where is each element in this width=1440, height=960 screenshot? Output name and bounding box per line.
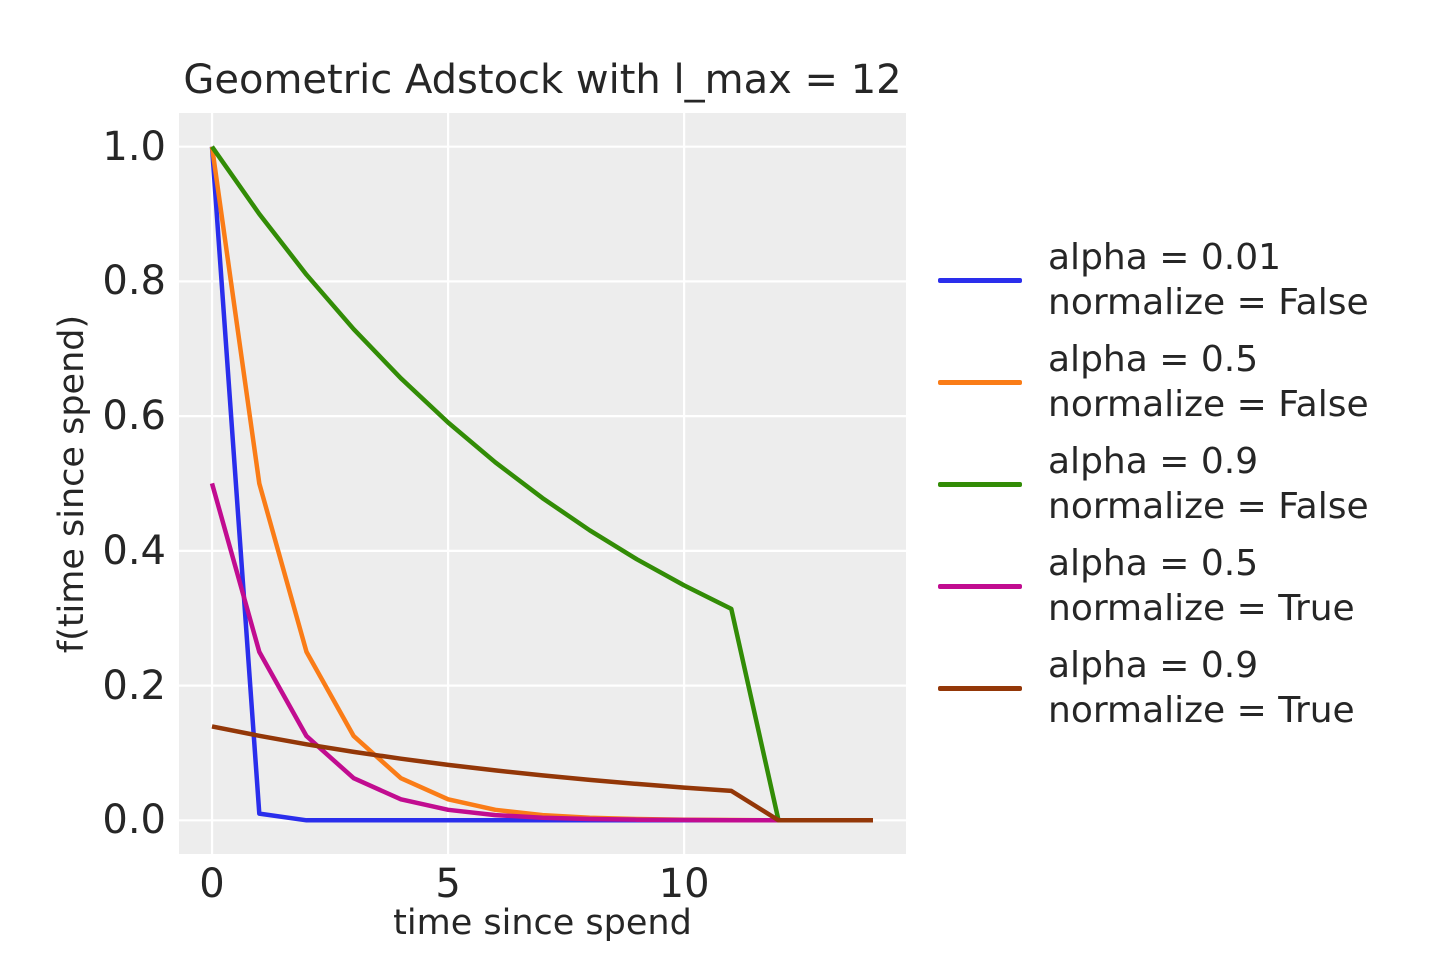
legend-entry-1: alpha = 0.5 normalize = False xyxy=(938,337,1369,427)
legend-line-swatch-4 xyxy=(938,685,1022,691)
legend-label-3-line-1: normalize = True xyxy=(1048,588,1355,629)
legend-entry-0: alpha = 0.01 normalize = False xyxy=(938,235,1369,325)
legend-label-0-line-0: alpha = 0.01 xyxy=(1048,237,1281,278)
legend-label-2-line-1: normalize = False xyxy=(1048,486,1369,527)
y-tick-label-1: 0.2 xyxy=(102,662,166,709)
legend-label-4-line-1: normalize = True xyxy=(1048,690,1355,731)
legend: alpha = 0.01 normalize = False alpha = 0.5… xyxy=(938,235,1369,745)
y-axis-label: f(time since spend) xyxy=(52,314,92,654)
legend-entry-4: alpha = 0.9 normalize = True xyxy=(938,643,1369,733)
legend-label-2-line-0: alpha = 0.9 xyxy=(1048,441,1259,482)
y-tick-label-5: 1.0 xyxy=(102,123,166,170)
legend-line-swatch-1 xyxy=(938,379,1022,385)
legend-label-1-line-1: normalize = False xyxy=(1048,384,1369,425)
legend-label-3: alpha = 0.5 normalize = True xyxy=(1048,541,1355,631)
series-line-3 xyxy=(209,482,873,823)
x-tick-label-1: 5 xyxy=(435,861,461,907)
legend-line-swatch-0 xyxy=(938,277,1022,283)
x-tick-label-2: 10 xyxy=(658,861,710,907)
legend-label-2: alpha = 0.9 normalize = False xyxy=(1048,439,1369,529)
series-line-4 xyxy=(211,724,873,823)
plot-panel-background xyxy=(179,113,906,854)
legend-label-1: alpha = 0.5 normalize = False xyxy=(1048,337,1369,427)
legend-label-1-line-0: alpha = 0.5 xyxy=(1048,339,1259,380)
chart-title: Geometric Adstock with l_max = 12 xyxy=(183,57,902,103)
legend-line-swatch-2 xyxy=(938,481,1022,487)
legend-entry-3: alpha = 0.5 normalize = True xyxy=(938,541,1369,631)
legend-entry-2: alpha = 0.9 normalize = False xyxy=(938,439,1369,529)
legend-label-0-line-1: normalize = False xyxy=(1048,282,1369,323)
y-tick-label-4: 0.8 xyxy=(102,258,166,305)
legend-label-3-line-0: alpha = 0.5 xyxy=(1048,543,1259,584)
legend-line-swatch-3 xyxy=(938,583,1022,589)
legend-label-4: alpha = 0.9 normalize = True xyxy=(1048,643,1355,733)
y-tick-label-3: 0.6 xyxy=(102,393,166,440)
legend-label-4-line-0: alpha = 0.9 xyxy=(1048,645,1259,686)
y-tick-label-2: 0.4 xyxy=(102,527,166,574)
series-line-2 xyxy=(210,145,873,823)
y-tick-label-0: 0.0 xyxy=(102,797,166,844)
x-tick-label-0: 0 xyxy=(199,861,225,907)
x-axis-label: time since spend xyxy=(393,903,692,943)
legend-label-0: alpha = 0.01 normalize = False xyxy=(1048,235,1369,325)
